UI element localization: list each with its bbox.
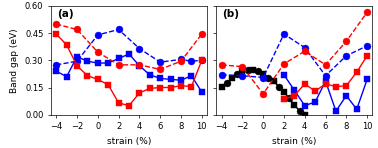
X-axis label: strain (%): strain (%) xyxy=(272,137,316,146)
Text: (a): (a) xyxy=(57,9,74,19)
Y-axis label: Band gap (eV): Band gap (eV) xyxy=(10,28,19,93)
X-axis label: strain (%): strain (%) xyxy=(107,137,151,146)
Text: (b): (b) xyxy=(223,9,240,19)
